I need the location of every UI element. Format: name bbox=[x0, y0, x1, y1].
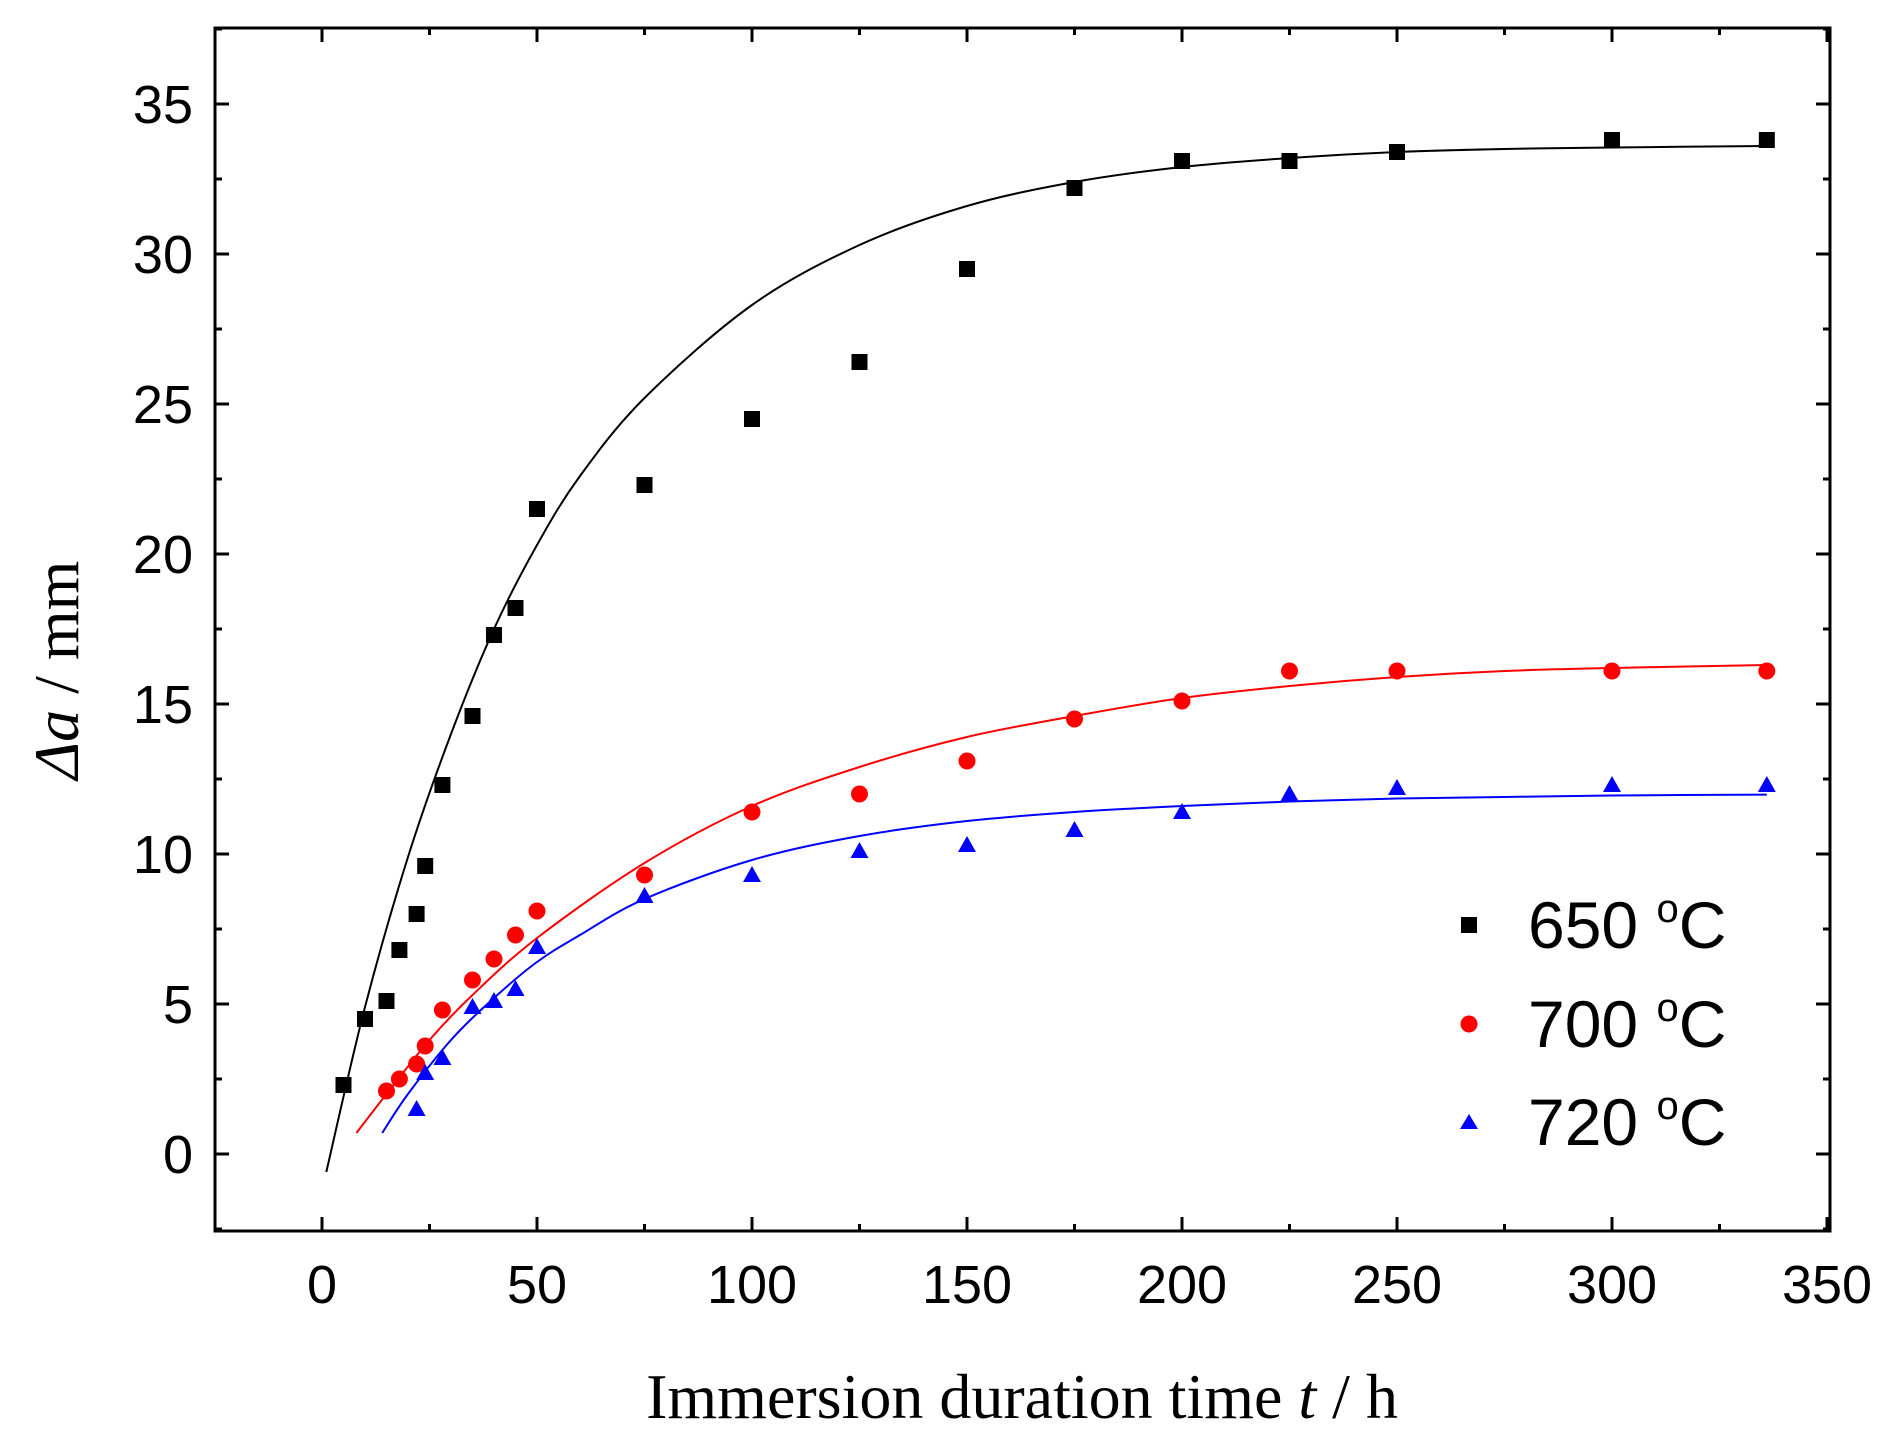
point-square bbox=[1066, 180, 1083, 196]
point-triangle bbox=[416, 1064, 435, 1080]
point-square bbox=[959, 261, 975, 277]
point-square bbox=[1174, 153, 1190, 169]
point-circle bbox=[1603, 662, 1621, 680]
point-square bbox=[391, 942, 408, 958]
point-square bbox=[486, 627, 502, 643]
y-tick-label: 25 bbox=[133, 375, 193, 435]
legend-label-720: 720 oC bbox=[1528, 1084, 1726, 1159]
point-triangle bbox=[635, 887, 654, 903]
point-triangle bbox=[506, 980, 525, 996]
x-tick-label: 50 bbox=[507, 1255, 567, 1315]
point-circle bbox=[485, 950, 503, 968]
point-circle bbox=[408, 1055, 426, 1073]
point-triangle bbox=[743, 866, 761, 882]
point-circle bbox=[378, 1082, 395, 1100]
point-square bbox=[851, 354, 868, 370]
y-tick-label: 20 bbox=[133, 525, 193, 585]
point-triangle bbox=[407, 1100, 426, 1116]
y-tick-label: 5 bbox=[163, 975, 193, 1035]
point-square bbox=[464, 708, 481, 724]
point-circle bbox=[1281, 662, 1298, 680]
point-square bbox=[507, 600, 524, 616]
point-square bbox=[1281, 153, 1298, 169]
y-tick-label: 10 bbox=[133, 825, 193, 885]
legend: 650 oC 700 oC 720 oC bbox=[1460, 887, 1726, 1159]
point-triangle bbox=[485, 992, 503, 1008]
point-circle bbox=[390, 1070, 408, 1088]
legend-entry-720: 720 oC bbox=[1460, 1084, 1726, 1159]
point-circle bbox=[1758, 662, 1776, 680]
legend-label-650: 650 oC bbox=[1528, 887, 1726, 962]
point-circle bbox=[636, 866, 653, 884]
x-tick-label: 100 bbox=[707, 1255, 797, 1315]
point-triangle bbox=[528, 938, 546, 954]
x-tick-label: 0 bbox=[307, 1255, 337, 1315]
point-square bbox=[378, 993, 395, 1009]
point-square bbox=[529, 501, 545, 517]
point-square bbox=[335, 1077, 352, 1093]
x-tick-label: 250 bbox=[1352, 1255, 1442, 1315]
point-triangle bbox=[958, 836, 976, 852]
legend-label-700: 700 oC bbox=[1528, 986, 1726, 1061]
x-tick-label: 300 bbox=[1567, 1255, 1657, 1315]
axis-ticks: 0 50 100 150 200 250 300 350 0 5 10 15 20 25 30 35 bbox=[133, 27, 1872, 1315]
x-tick-label: 200 bbox=[1137, 1255, 1227, 1315]
point-square bbox=[417, 858, 434, 874]
point-square bbox=[636, 477, 653, 493]
point-square bbox=[1758, 132, 1775, 148]
point-circle bbox=[851, 785, 868, 803]
point-circle bbox=[1388, 662, 1406, 680]
point-circle bbox=[1173, 692, 1191, 710]
point-square bbox=[357, 1011, 373, 1027]
point-triangle bbox=[433, 1049, 452, 1065]
point-square bbox=[1604, 132, 1620, 148]
y-axis-title: Δa / mm bbox=[21, 561, 92, 783]
point-triangle bbox=[463, 998, 482, 1014]
point-circle bbox=[958, 752, 976, 770]
data-points bbox=[335, 132, 1776, 1116]
point-square bbox=[744, 411, 760, 427]
point-triangle bbox=[1757, 776, 1776, 792]
y-tick-label: 30 bbox=[133, 225, 193, 285]
x-axis-title: Immersion duration time t / h bbox=[646, 1361, 1398, 1432]
point-square bbox=[408, 906, 425, 922]
point-circle bbox=[433, 1001, 451, 1019]
point-circle bbox=[743, 803, 761, 821]
y-tick-label: 15 bbox=[133, 675, 193, 735]
fit-line-1 bbox=[355, 664, 1767, 1134]
y-tick-label: 0 bbox=[163, 1125, 193, 1185]
point-triangle bbox=[1280, 785, 1299, 801]
fit-line-0 bbox=[325, 145, 1767, 1173]
point-triangle bbox=[1603, 776, 1621, 792]
point-circle bbox=[464, 971, 481, 989]
legend-entry-650: 650 oC bbox=[1461, 887, 1726, 962]
y-tick-label: 35 bbox=[133, 75, 193, 135]
x-tick-label: 150 bbox=[922, 1255, 1012, 1315]
point-square bbox=[1389, 144, 1405, 160]
fit-line-2 bbox=[381, 793, 1767, 1134]
point-triangle bbox=[1388, 779, 1406, 795]
legend-entry-700: 700 oC bbox=[1460, 986, 1726, 1061]
point-circle bbox=[1066, 710, 1083, 728]
point-triangle bbox=[850, 842, 869, 858]
legend-marker-square bbox=[1461, 917, 1477, 933]
x-tick-label: 350 bbox=[1782, 1255, 1872, 1315]
legend-marker-circle bbox=[1460, 1015, 1478, 1033]
legend-marker-triangle bbox=[1460, 1114, 1478, 1129]
point-triangle bbox=[1065, 821, 1084, 837]
point-circle bbox=[528, 902, 546, 920]
point-circle bbox=[507, 926, 524, 944]
point-triangle bbox=[1173, 803, 1191, 819]
point-circle bbox=[416, 1037, 434, 1055]
point-square bbox=[434, 777, 451, 793]
